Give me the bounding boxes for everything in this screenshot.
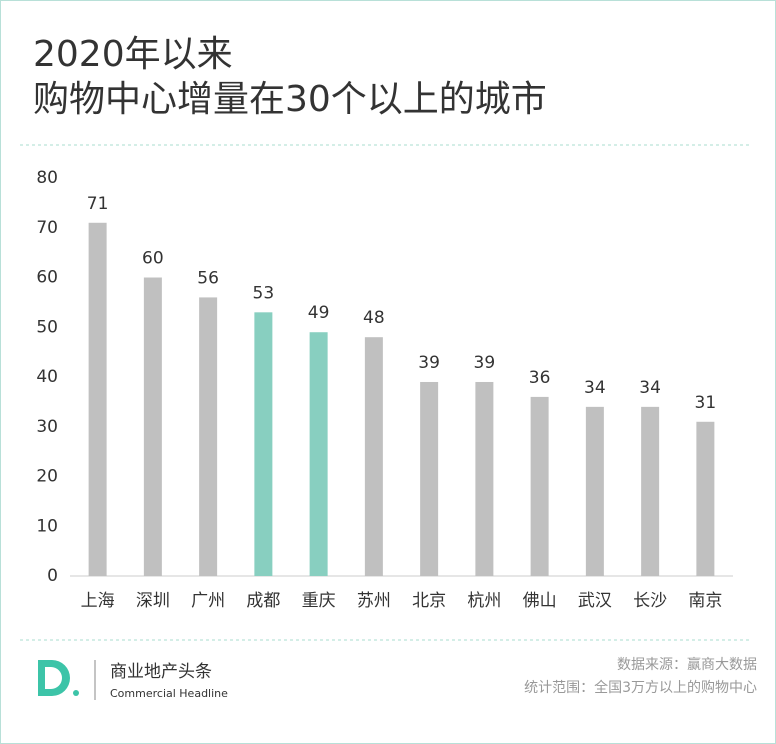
value-label: 34 bbox=[584, 378, 606, 398]
bar bbox=[199, 297, 218, 576]
value-label: 56 bbox=[197, 268, 219, 288]
bar bbox=[143, 277, 162, 576]
y-tick-label: 20 bbox=[36, 467, 58, 487]
y-tick-label: 60 bbox=[36, 268, 58, 288]
y-tick-label: 30 bbox=[36, 417, 58, 437]
value-label: 60 bbox=[142, 249, 164, 269]
logo-mark bbox=[38, 660, 70, 696]
bar bbox=[641, 406, 660, 576]
bar bbox=[530, 396, 549, 576]
x-tick-label: 南京 bbox=[688, 591, 722, 611]
x-tick-label: 深圳 bbox=[136, 591, 170, 611]
value-label: 39 bbox=[418, 353, 440, 373]
value-label: 48 bbox=[363, 308, 385, 328]
x-tick-label: 杭州 bbox=[467, 591, 501, 611]
x-tick-label: 上海 bbox=[81, 591, 115, 611]
x-tick-label: 佛山 bbox=[523, 591, 557, 611]
x-tick-label: 广州 bbox=[191, 591, 225, 611]
x-tick-label: 武汉 bbox=[578, 591, 612, 611]
x-tick-label: 长沙 bbox=[633, 591, 667, 611]
value-label: 49 bbox=[308, 303, 330, 323]
logo bbox=[38, 660, 96, 700]
y-tick-label: 50 bbox=[36, 317, 58, 337]
bar bbox=[585, 406, 604, 576]
bar bbox=[696, 421, 715, 576]
x-tick-label: 重庆 bbox=[302, 591, 336, 611]
value-label: 53 bbox=[253, 283, 275, 303]
chart-title: 2020年以来 bbox=[33, 34, 233, 75]
bar bbox=[254, 312, 273, 576]
bar bbox=[309, 332, 328, 576]
y-tick-label: 10 bbox=[36, 516, 58, 536]
bar bbox=[420, 381, 439, 576]
chart-title: 购物中心增量在30个以上的城市 bbox=[33, 79, 547, 120]
y-tick-label: 0 bbox=[47, 566, 58, 586]
brand-name: 商业地产头条 bbox=[110, 662, 212, 682]
brand-name-en: Commercial Headline bbox=[110, 687, 228, 700]
value-label: 39 bbox=[474, 353, 496, 373]
value-label: 31 bbox=[695, 393, 717, 413]
x-tick-label: 成都 bbox=[246, 591, 280, 611]
value-label: 36 bbox=[529, 368, 551, 388]
x-tick-label: 北京 bbox=[412, 591, 446, 611]
value-label: 34 bbox=[639, 378, 661, 398]
y-tick-label: 70 bbox=[36, 218, 58, 238]
bar bbox=[475, 381, 494, 576]
bar bbox=[364, 337, 383, 576]
y-tick-label: 40 bbox=[36, 367, 58, 387]
logo-dot bbox=[73, 690, 79, 696]
x-tick-label: 苏州 bbox=[357, 591, 391, 611]
y-tick-label: 80 bbox=[36, 168, 58, 188]
source-note: 数据来源：赢商大数据 bbox=[617, 656, 757, 673]
bar bbox=[88, 222, 107, 576]
value-label: 71 bbox=[87, 194, 109, 214]
scope-note: 统计范围：全国3万方以上的购物中心 bbox=[524, 679, 757, 696]
